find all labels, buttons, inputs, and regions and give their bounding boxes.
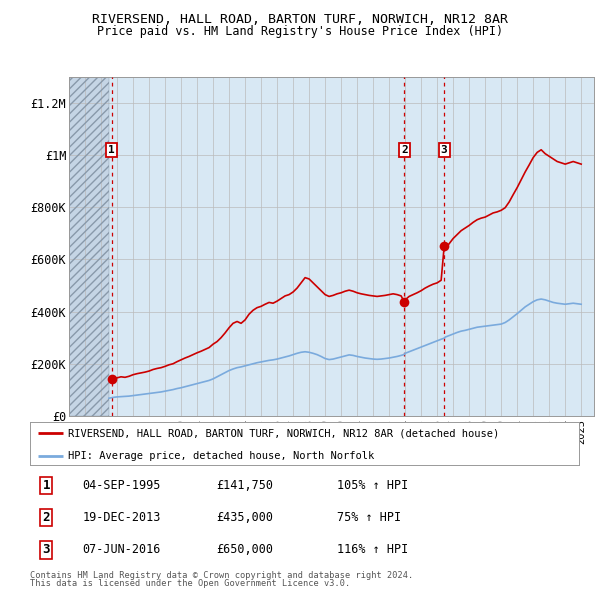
Text: 07-JUN-2016: 07-JUN-2016 [82, 543, 161, 556]
Text: RIVERSEND, HALL ROAD, BARTON TURF, NORWICH, NR12 8AR (detached house): RIVERSEND, HALL ROAD, BARTON TURF, NORWI… [68, 428, 500, 438]
Text: 3: 3 [441, 145, 448, 155]
Text: 04-SEP-1995: 04-SEP-1995 [82, 479, 161, 492]
Text: 1: 1 [109, 145, 115, 155]
Text: 3: 3 [43, 543, 50, 556]
Text: Contains HM Land Registry data © Crown copyright and database right 2024.: Contains HM Land Registry data © Crown c… [30, 571, 413, 579]
Text: RIVERSEND, HALL ROAD, BARTON TURF, NORWICH, NR12 8AR: RIVERSEND, HALL ROAD, BARTON TURF, NORWI… [92, 13, 508, 26]
Text: 2: 2 [401, 145, 408, 155]
Text: 2: 2 [43, 511, 50, 525]
Bar [69, 77, 109, 416]
Text: £650,000: £650,000 [217, 543, 274, 556]
Text: 116% ↑ HPI: 116% ↑ HPI [337, 543, 409, 556]
Text: Price paid vs. HM Land Registry's House Price Index (HPI): Price paid vs. HM Land Registry's House … [97, 25, 503, 38]
Text: HPI: Average price, detached house, North Norfolk: HPI: Average price, detached house, Nort… [68, 451, 374, 461]
Text: 105% ↑ HPI: 105% ↑ HPI [337, 479, 409, 492]
Text: This data is licensed under the Open Government Licence v3.0.: This data is licensed under the Open Gov… [30, 579, 350, 588]
Text: 75% ↑ HPI: 75% ↑ HPI [337, 511, 401, 525]
Text: 1: 1 [43, 479, 50, 492]
Bar [69, 77, 109, 416]
Text: £141,750: £141,750 [217, 479, 274, 492]
Text: 19-DEC-2013: 19-DEC-2013 [82, 511, 161, 525]
Text: £435,000: £435,000 [217, 511, 274, 525]
